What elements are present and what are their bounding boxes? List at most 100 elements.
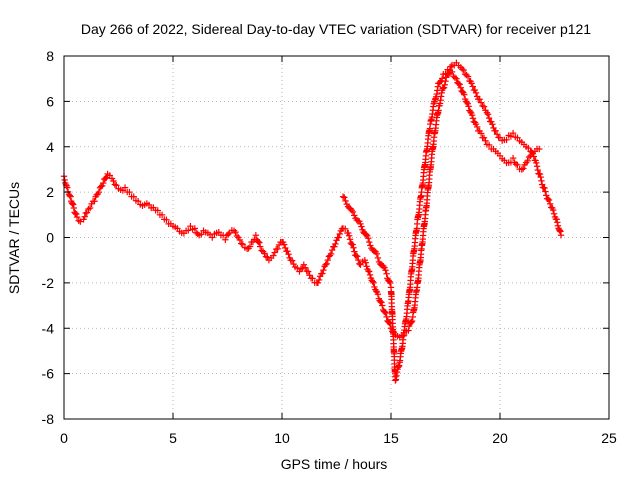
- data-point: [457, 84, 464, 91]
- data-point-interp: [349, 208, 357, 216]
- data-point-interp: [382, 267, 389, 274]
- data-point-interp: [556, 227, 563, 234]
- data-point-interp: [332, 240, 339, 248]
- data-point-interp: [366, 271, 374, 279]
- data-point-interp: [282, 244, 289, 252]
- data-point-interp: [256, 239, 263, 246]
- data-point-interp: [472, 120, 480, 128]
- data-point-interp: [271, 249, 278, 256]
- x-axis-label: GPS time / hours: [281, 456, 388, 472]
- data-point-interp: [319, 270, 326, 277]
- data-point-interp: [469, 115, 477, 122]
- data-point-interp: [66, 192, 73, 199]
- data-point-interp: [386, 319, 393, 326]
- data-point-interp: [549, 206, 557, 214]
- data-point: [239, 241, 246, 248]
- data-point-interp: [482, 137, 489, 144]
- data-point-interp: [464, 73, 472, 80]
- y-tick-label: -4: [42, 320, 55, 336]
- data-point-interp: [350, 244, 357, 251]
- data-point-interp: [533, 159, 540, 167]
- data-point-interp: [356, 260, 363, 267]
- data-point-interp: [461, 91, 468, 98]
- data-point-interp: [262, 253, 270, 260]
- data-point-interp: [493, 131, 501, 138]
- data-point: [544, 195, 552, 203]
- data-point-interp: [81, 213, 88, 220]
- data-point-interp: [408, 318, 415, 326]
- data-point-interp: [538, 181, 546, 188]
- data-point: [130, 193, 137, 200]
- data-point: [366, 268, 373, 275]
- data-point-interp: [507, 133, 515, 140]
- data-point-interp: [297, 265, 305, 273]
- data-point-interp: [408, 317, 416, 325]
- data-point-interp: [485, 141, 493, 149]
- data-point: [73, 213, 81, 221]
- data-point-interp: [476, 96, 483, 103]
- data-point-interp: [314, 279, 322, 287]
- data-point-interp: [290, 260, 297, 268]
- data-point-interp: [327, 250, 335, 258]
- data-point-interp: [102, 175, 109, 182]
- data-point: [557, 232, 565, 239]
- data-point-interp: [75, 217, 82, 224]
- data-point: [252, 232, 260, 239]
- data-point: [374, 254, 382, 262]
- data-point-interp: [236, 236, 244, 244]
- data-point-interp: [503, 136, 510, 144]
- data-point: [274, 245, 281, 253]
- data-point-interp: [469, 83, 476, 90]
- x-tick-label: 25: [601, 430, 617, 446]
- data-point-interp: [465, 103, 472, 110]
- data-point: [509, 129, 517, 137]
- data-point-interp: [110, 177, 117, 185]
- data-point-interp: [387, 279, 394, 287]
- data-point-interp: [468, 111, 476, 119]
- data-point: [187, 222, 194, 230]
- data-point: [553, 216, 560, 223]
- data-point-interp: [358, 223, 365, 230]
- data-point-interp: [346, 236, 354, 243]
- data-point-interp: [443, 74, 450, 81]
- data-point: [379, 302, 386, 309]
- data-point-interp: [111, 181, 119, 188]
- data-point-interp: [69, 201, 77, 208]
- data-point: [261, 250, 268, 257]
- data-point-interp: [363, 263, 370, 270]
- data-point-interp: [342, 197, 349, 205]
- data-point-interp: [258, 247, 265, 254]
- data-point-interp: [69, 200, 76, 207]
- data-point: [536, 145, 543, 153]
- y-tick-label: 8: [46, 48, 54, 64]
- data-point-interp: [306, 272, 313, 279]
- data-point: [86, 204, 94, 212]
- data-point: [518, 166, 525, 173]
- data-point-interp: [284, 248, 291, 255]
- data-point: [492, 127, 499, 135]
- data-point-interp: [377, 298, 384, 305]
- data-point-interp: [320, 266, 327, 274]
- data-point: [134, 198, 142, 205]
- data-point-interp: [536, 170, 544, 178]
- data-point: [339, 193, 347, 200]
- data-point-interp: [355, 256, 362, 264]
- data-point-interp: [542, 188, 549, 195]
- y-tick-label: 4: [46, 139, 54, 155]
- data-point-interp: [185, 227, 192, 234]
- data-point-interp: [341, 194, 348, 201]
- x-tick-label: 10: [274, 430, 290, 446]
- data-point-interp: [351, 248, 358, 255]
- data-point-interp: [554, 219, 561, 226]
- data-point-interp: [459, 65, 466, 73]
- data-point-interp: [288, 257, 296, 264]
- data-point: [322, 261, 329, 268]
- data-point-interp: [386, 278, 393, 285]
- data-point: [514, 134, 521, 141]
- data-point-interp: [238, 240, 245, 247]
- data-point-interp: [103, 174, 110, 181]
- data-point-interp: [442, 70, 449, 77]
- data-point-interp: [468, 80, 475, 87]
- data-point-interp: [255, 238, 262, 246]
- y-tick-label: 2: [46, 184, 54, 200]
